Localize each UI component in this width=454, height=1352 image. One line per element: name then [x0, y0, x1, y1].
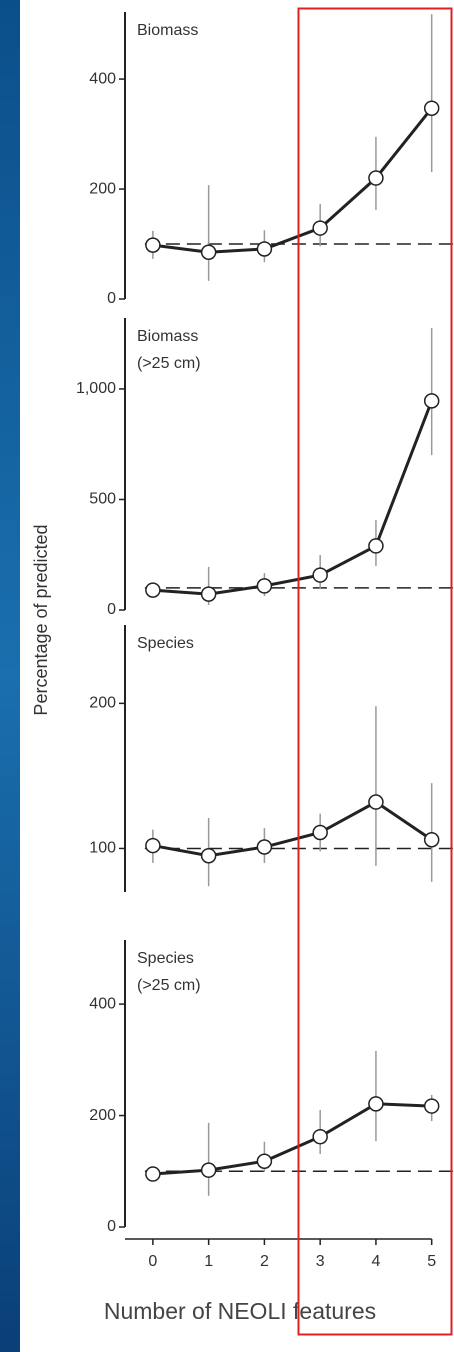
y-tick-label: 400 — [89, 70, 116, 87]
background-strip — [0, 0, 20, 1352]
chart: Percentage of predicted Number of NEOLI … — [0, 0, 454, 1352]
y-tick-label: 400 — [89, 995, 116, 1012]
panel-label: (>25 cm) — [137, 355, 201, 372]
panel-background — [20, 0, 454, 1352]
data-point — [146, 583, 160, 597]
data-point — [313, 1130, 327, 1144]
data-point — [425, 394, 439, 408]
x-tick-label: 0 — [148, 1253, 157, 1270]
y-tick-label: 0 — [107, 1218, 116, 1235]
y-axis-label: Percentage of predicted — [31, 524, 51, 715]
data-point — [257, 579, 271, 593]
y-tick-label: 200 — [89, 1107, 116, 1124]
x-tick-label: 1 — [204, 1253, 213, 1270]
x-tick-label: 4 — [371, 1253, 380, 1270]
data-point — [369, 171, 383, 185]
data-point — [257, 840, 271, 854]
x-tick-label: 2 — [260, 1253, 269, 1270]
data-point — [146, 238, 160, 252]
data-point — [202, 245, 216, 259]
y-tick-label: 0 — [107, 290, 116, 307]
x-tick-label: 5 — [427, 1253, 436, 1270]
data-point — [369, 795, 383, 809]
x-tick-label: 3 — [316, 1253, 325, 1270]
data-point — [202, 1163, 216, 1177]
y-tick-label: 200 — [89, 180, 116, 197]
data-point — [313, 568, 327, 582]
y-tick-label: 1,000 — [76, 380, 116, 397]
panel-label: Biomass — [137, 328, 198, 345]
data-point — [425, 101, 439, 115]
data-point — [146, 1167, 160, 1181]
data-point — [257, 1154, 271, 1168]
data-point — [425, 1099, 439, 1113]
data-point — [313, 221, 327, 235]
page: Percentage of predicted Number of NEOLI … — [0, 0, 454, 1352]
data-point — [425, 833, 439, 847]
data-point — [257, 242, 271, 256]
y-tick-label: 100 — [89, 840, 116, 857]
y-tick-label: 200 — [89, 695, 116, 712]
y-tick-label: 0 — [107, 601, 116, 618]
panel-label: Biomass — [137, 22, 198, 39]
data-point — [202, 587, 216, 601]
data-point — [369, 1097, 383, 1111]
data-point — [369, 539, 383, 553]
panel-label: Species — [137, 635, 194, 652]
data-point — [313, 826, 327, 840]
x-axis-label: Number of NEOLI features — [104, 1298, 376, 1324]
y-tick-label: 500 — [89, 491, 116, 508]
data-point — [146, 839, 160, 853]
panel-label: Species — [137, 950, 194, 967]
data-point — [202, 849, 216, 863]
panel-label: (>25 cm) — [137, 977, 201, 994]
